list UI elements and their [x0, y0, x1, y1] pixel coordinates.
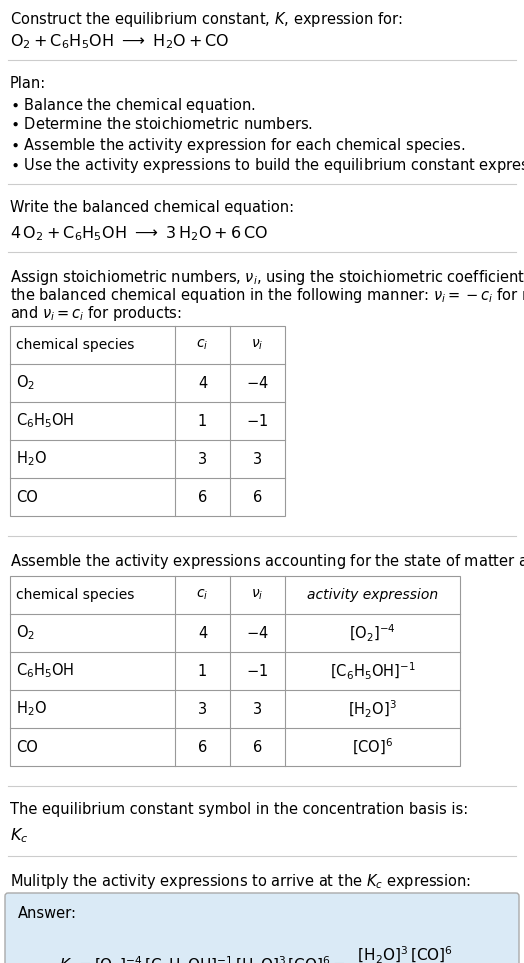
Text: $c_i$: $c_i$: [196, 338, 209, 352]
Text: Write the balanced chemical equation:: Write the balanced chemical equation:: [10, 200, 294, 215]
Text: $\bullet$ Determine the stoichiometric numbers.: $\bullet$ Determine the stoichiometric n…: [10, 116, 313, 132]
Text: 3: 3: [198, 701, 207, 716]
Text: 6: 6: [198, 489, 207, 505]
Text: 3: 3: [198, 452, 207, 466]
Text: $\mathrm{O_2}$: $\mathrm{O_2}$: [16, 624, 35, 642]
Text: $\nu_i$: $\nu_i$: [252, 338, 264, 352]
Text: activity expression: activity expression: [307, 588, 438, 602]
Text: $\mathrm{C_6H_5OH}$: $\mathrm{C_6H_5OH}$: [16, 662, 74, 680]
Text: CO: CO: [16, 489, 38, 505]
Text: $\nu_i$: $\nu_i$: [252, 587, 264, 602]
Text: Mulitply the activity expressions to arrive at the $K_c$ expression:: Mulitply the activity expressions to arr…: [10, 872, 471, 891]
Text: $\bullet$ Use the activity expressions to build the equilibrium constant express: $\bullet$ Use the activity expressions t…: [10, 156, 524, 175]
Text: $\bullet$ Assemble the activity expression for each chemical species.: $\bullet$ Assemble the activity expressi…: [10, 136, 465, 155]
Bar: [10, 576, 460, 766]
Text: $\mathrm{O_2} + \mathrm{C_6H_5OH}\ \longrightarrow\ \mathrm{H_2O} + \mathrm{CO}$: $\mathrm{O_2} + \mathrm{C_6H_5OH}\ \long…: [10, 32, 230, 51]
Text: $\mathrm{H_2O}$: $\mathrm{H_2O}$: [16, 450, 47, 468]
Text: $-1$: $-1$: [246, 663, 269, 679]
Text: the balanced chemical equation in the following manner: $\nu_i = -c_i$ for react: the balanced chemical equation in the fo…: [10, 286, 524, 305]
Text: $c_i$: $c_i$: [196, 587, 209, 602]
Text: Construct the equilibrium constant, $K$, expression for:: Construct the equilibrium constant, $K$,…: [10, 10, 402, 29]
Text: $K_c = [\mathrm{O_2}]^{-4}\,[\mathrm{C_6H_5OH}]^{-1}\,[\mathrm{H_2O}]^{3}\,[\mat: $K_c = [\mathrm{O_2}]^{-4}\,[\mathrm{C_6…: [60, 944, 464, 963]
Text: $[\mathrm{O_2}]^{-4}$: $[\mathrm{O_2}]^{-4}$: [349, 622, 396, 643]
Text: 1: 1: [198, 664, 207, 679]
Text: $-4$: $-4$: [246, 375, 269, 391]
Text: 6: 6: [198, 740, 207, 754]
Text: chemical species: chemical species: [16, 588, 134, 602]
Text: 6: 6: [253, 740, 262, 754]
Text: 3: 3: [253, 452, 262, 466]
Text: The equilibrium constant symbol in the concentration basis is:: The equilibrium constant symbol in the c…: [10, 802, 468, 817]
Text: 4: 4: [198, 376, 207, 391]
Text: CO: CO: [16, 740, 38, 754]
Bar: [10, 326, 285, 516]
Text: $[\mathrm{C_6H_5OH}]^{-1}$: $[\mathrm{C_6H_5OH}]^{-1}$: [330, 661, 416, 682]
Text: $\mathrm{O_2}$: $\mathrm{O_2}$: [16, 374, 35, 392]
Text: 3: 3: [253, 701, 262, 716]
Text: Answer:: Answer:: [18, 906, 77, 921]
Text: Assemble the activity expressions accounting for the state of matter and $\nu_i$: Assemble the activity expressions accoun…: [10, 552, 524, 571]
Text: Plan:: Plan:: [10, 76, 46, 91]
Text: 6: 6: [253, 489, 262, 505]
Text: $[\mathrm{H_2O}]^{3}$: $[\mathrm{H_2O}]^{3}$: [348, 698, 397, 719]
Text: 1: 1: [198, 413, 207, 429]
Text: $-1$: $-1$: [246, 413, 269, 429]
Text: Assign stoichiometric numbers, $\nu_i$, using the stoichiometric coefficients, $: Assign stoichiometric numbers, $\nu_i$, …: [10, 268, 524, 287]
Text: chemical species: chemical species: [16, 338, 134, 352]
Text: $\bullet$ Balance the chemical equation.: $\bullet$ Balance the chemical equation.: [10, 96, 255, 115]
Text: $4\,\mathrm{O_2} + \mathrm{C_6H_5OH}\ \longrightarrow\ 3\,\mathrm{H_2O} + 6\,\ma: $4\,\mathrm{O_2} + \mathrm{C_6H_5OH}\ \l…: [10, 224, 268, 243]
Text: 4: 4: [198, 626, 207, 640]
Text: $-4$: $-4$: [246, 625, 269, 641]
Text: $K_c$: $K_c$: [10, 826, 28, 845]
Text: $[\mathrm{CO}]^{6}$: $[\mathrm{CO}]^{6}$: [352, 737, 393, 757]
Text: $\mathrm{H_2O}$: $\mathrm{H_2O}$: [16, 700, 47, 718]
Text: and $\nu_i = c_i$ for products:: and $\nu_i = c_i$ for products:: [10, 304, 182, 323]
FancyBboxPatch shape: [5, 893, 519, 963]
Text: $\mathrm{C_6H_5OH}$: $\mathrm{C_6H_5OH}$: [16, 411, 74, 430]
